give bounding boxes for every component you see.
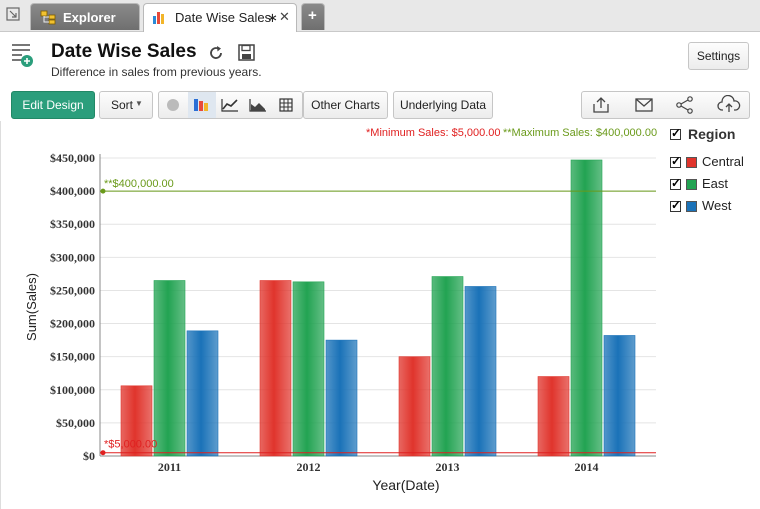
max-threshold-marker xyxy=(100,188,106,194)
explorer-icon xyxy=(40,10,56,25)
pie-chart-icon[interactable] xyxy=(160,92,188,118)
min-sales-caption: *Minimum Sales: $5,000.00 xyxy=(366,127,501,139)
x-tick-label: 2013 xyxy=(436,460,460,474)
bar-central-2013[interactable] xyxy=(398,356,431,457)
bar-chart-type-icon[interactable] xyxy=(188,92,216,118)
tab-title-label: Date Wise Sales xyxy=(175,10,272,25)
bar-west-2014[interactable] xyxy=(603,335,636,457)
bar-east-2014[interactable] xyxy=(570,159,603,457)
share-actions-group xyxy=(581,91,750,119)
sort-button[interactable]: Sort ▼ xyxy=(99,91,153,119)
bar-central-2014[interactable] xyxy=(537,376,570,457)
max-threshold-label: **$400,000.00 xyxy=(104,178,174,190)
y-tick-label: $200,000 xyxy=(50,317,95,331)
tab-explorer[interactable]: Explorer xyxy=(30,3,140,30)
refresh-icon[interactable] xyxy=(208,45,224,61)
unsaved-marker: ∗ xyxy=(267,10,278,25)
tab-date-wise-sales[interactable]: Date Wise Sales ∗ ✕ xyxy=(143,3,297,32)
bar-east-2011[interactable] xyxy=(153,280,186,457)
min-threshold-label: *$5,000.00 xyxy=(104,439,157,451)
x-axis-title: Year(Date) xyxy=(372,477,439,493)
min-threshold-marker xyxy=(100,450,106,456)
content-border xyxy=(0,121,1,509)
table-icon[interactable] xyxy=(272,92,300,118)
collapse-icon[interactable] xyxy=(6,7,20,21)
tab-explorer-label: Explorer xyxy=(63,10,116,25)
save-icon[interactable] xyxy=(238,44,255,61)
y-tick-label: $350,000 xyxy=(50,217,95,231)
bar-east-2013[interactable] xyxy=(431,276,464,457)
x-tick-label: 2012 xyxy=(297,460,321,474)
legend-checkbox-east[interactable] xyxy=(670,176,681,190)
bar-chart-icon xyxy=(153,12,164,24)
y-axis-title: Sum(Sales) xyxy=(24,273,39,341)
legend-title: Region xyxy=(688,126,736,142)
bar-central-2012[interactable] xyxy=(259,280,292,457)
legend-label-west: West xyxy=(702,198,732,213)
share-icon[interactable] xyxy=(674,95,696,115)
legend-swatch-central xyxy=(686,157,697,168)
dropdown-arrow-icon: ▼ xyxy=(135,99,143,108)
y-tick-label: $150,000 xyxy=(50,350,95,364)
cloud-upload-icon[interactable] xyxy=(717,95,741,115)
add-tab-button[interactable]: + xyxy=(301,3,325,30)
underlying-data-button[interactable]: Underlying Data xyxy=(393,91,493,119)
other-charts-button[interactable]: Other Charts xyxy=(303,91,388,119)
area-chart-icon[interactable] xyxy=(244,92,272,118)
y-tick-label: $450,000 xyxy=(50,151,95,165)
x-tick-label: 2011 xyxy=(158,460,181,474)
legend-label-east: East xyxy=(702,176,729,191)
add-tab-icon: + xyxy=(308,7,317,24)
y-tick-label: $50,000 xyxy=(56,416,95,430)
tab-bar: Explorer Date Wise Sales ∗ ✕ + xyxy=(0,0,760,32)
legend-checkbox-central[interactable] xyxy=(670,154,681,168)
report-menu-icon[interactable] xyxy=(11,42,35,68)
sort-label: Sort xyxy=(111,98,134,112)
legend-swatch-east xyxy=(686,179,697,190)
bar-central-2011[interactable] xyxy=(120,385,153,457)
y-tick-label: $100,000 xyxy=(50,383,95,397)
legend-checkbox-west[interactable] xyxy=(670,198,681,212)
x-tick-label: 2014 xyxy=(575,460,599,474)
edit-design-button[interactable]: Edit Design xyxy=(11,91,95,119)
email-icon[interactable] xyxy=(633,95,655,115)
sales-bar-chart: $0 $50,000 $100,000 $150,000 $200,000 $250,00… xyxy=(24,151,656,493)
line-chart-icon[interactable] xyxy=(216,92,244,118)
bar-west-2012[interactable] xyxy=(325,339,358,457)
y-tick-label: $250,000 xyxy=(50,283,95,297)
y-tick-label: $400,000 xyxy=(50,184,95,198)
y-tick-label: $0 xyxy=(83,449,95,463)
bar-west-2013[interactable] xyxy=(464,286,497,457)
max-sales-caption: **Maximum Sales: $400,000.00 xyxy=(503,127,658,139)
y-tick-label: $300,000 xyxy=(50,250,95,264)
close-icon[interactable]: ✕ xyxy=(279,9,290,24)
page-subtitle: Difference in sales from previous years. xyxy=(51,65,262,79)
bar-west-2011[interactable] xyxy=(186,330,219,457)
legend-swatch-west xyxy=(686,201,697,212)
export-icon[interactable] xyxy=(590,95,612,115)
page-title: Date Wise Sales xyxy=(51,41,197,62)
legend-label-central: Central xyxy=(702,154,744,169)
legend-title-checkbox[interactable] xyxy=(670,126,681,140)
settings-button[interactable]: Settings xyxy=(688,42,749,70)
bar-east-2012[interactable] xyxy=(292,281,325,457)
